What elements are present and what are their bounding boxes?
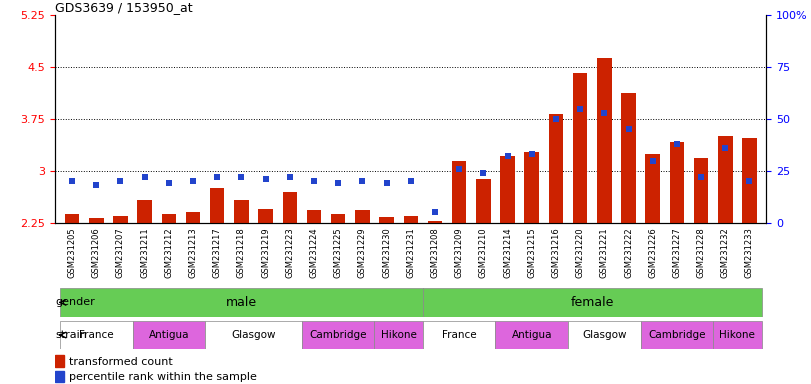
Bar bbox=[161, 214, 176, 223]
Bar bbox=[573, 73, 587, 223]
Bar bbox=[641, 321, 713, 349]
Bar bbox=[568, 321, 641, 349]
Bar bbox=[302, 321, 375, 349]
Bar bbox=[670, 142, 684, 223]
Bar bbox=[404, 216, 418, 223]
Bar bbox=[355, 210, 370, 223]
Bar bbox=[234, 200, 249, 223]
Bar bbox=[713, 321, 762, 349]
Text: Hikone: Hikone bbox=[380, 330, 417, 340]
Bar bbox=[210, 188, 225, 223]
Text: Antigua: Antigua bbox=[148, 330, 189, 340]
Text: Antigua: Antigua bbox=[512, 330, 552, 340]
Bar bbox=[205, 321, 302, 349]
Bar bbox=[646, 154, 660, 223]
Bar bbox=[427, 221, 442, 223]
Bar bbox=[307, 210, 321, 223]
Text: transformed count: transformed count bbox=[69, 357, 173, 367]
Bar bbox=[597, 58, 611, 223]
Bar bbox=[60, 321, 132, 349]
Bar bbox=[60, 288, 423, 317]
Text: Glasgow: Glasgow bbox=[231, 330, 276, 340]
Text: France: France bbox=[442, 330, 477, 340]
Bar bbox=[423, 288, 762, 317]
Text: gender: gender bbox=[55, 297, 95, 308]
Bar bbox=[114, 216, 127, 223]
Bar bbox=[331, 214, 345, 223]
Bar bbox=[500, 156, 515, 223]
Bar bbox=[65, 214, 79, 223]
Bar bbox=[476, 179, 491, 223]
Bar bbox=[259, 209, 272, 223]
Text: Hikone: Hikone bbox=[719, 330, 755, 340]
Bar bbox=[621, 93, 636, 223]
Text: strain: strain bbox=[55, 330, 88, 340]
Text: female: female bbox=[570, 296, 614, 309]
Bar bbox=[186, 212, 200, 223]
Bar bbox=[55, 371, 64, 382]
Text: Glasgow: Glasgow bbox=[582, 330, 627, 340]
Bar bbox=[718, 136, 732, 223]
Bar bbox=[375, 321, 423, 349]
Text: Cambridge: Cambridge bbox=[310, 330, 367, 340]
Bar bbox=[742, 138, 757, 223]
Text: male: male bbox=[226, 296, 257, 309]
Bar bbox=[423, 321, 496, 349]
Bar bbox=[380, 217, 394, 223]
Bar bbox=[452, 161, 466, 223]
Bar bbox=[694, 159, 708, 223]
Text: GDS3639 / 153950_at: GDS3639 / 153950_at bbox=[55, 1, 193, 14]
Bar bbox=[549, 114, 563, 223]
Bar bbox=[496, 321, 568, 349]
Bar bbox=[137, 200, 152, 223]
Bar bbox=[525, 152, 539, 223]
Bar bbox=[282, 192, 297, 223]
Text: Cambridge: Cambridge bbox=[648, 330, 706, 340]
Bar bbox=[89, 218, 104, 223]
Text: percentile rank within the sample: percentile rank within the sample bbox=[69, 372, 257, 382]
Bar bbox=[132, 321, 205, 349]
Bar bbox=[55, 356, 64, 367]
Text: France: France bbox=[79, 330, 114, 340]
